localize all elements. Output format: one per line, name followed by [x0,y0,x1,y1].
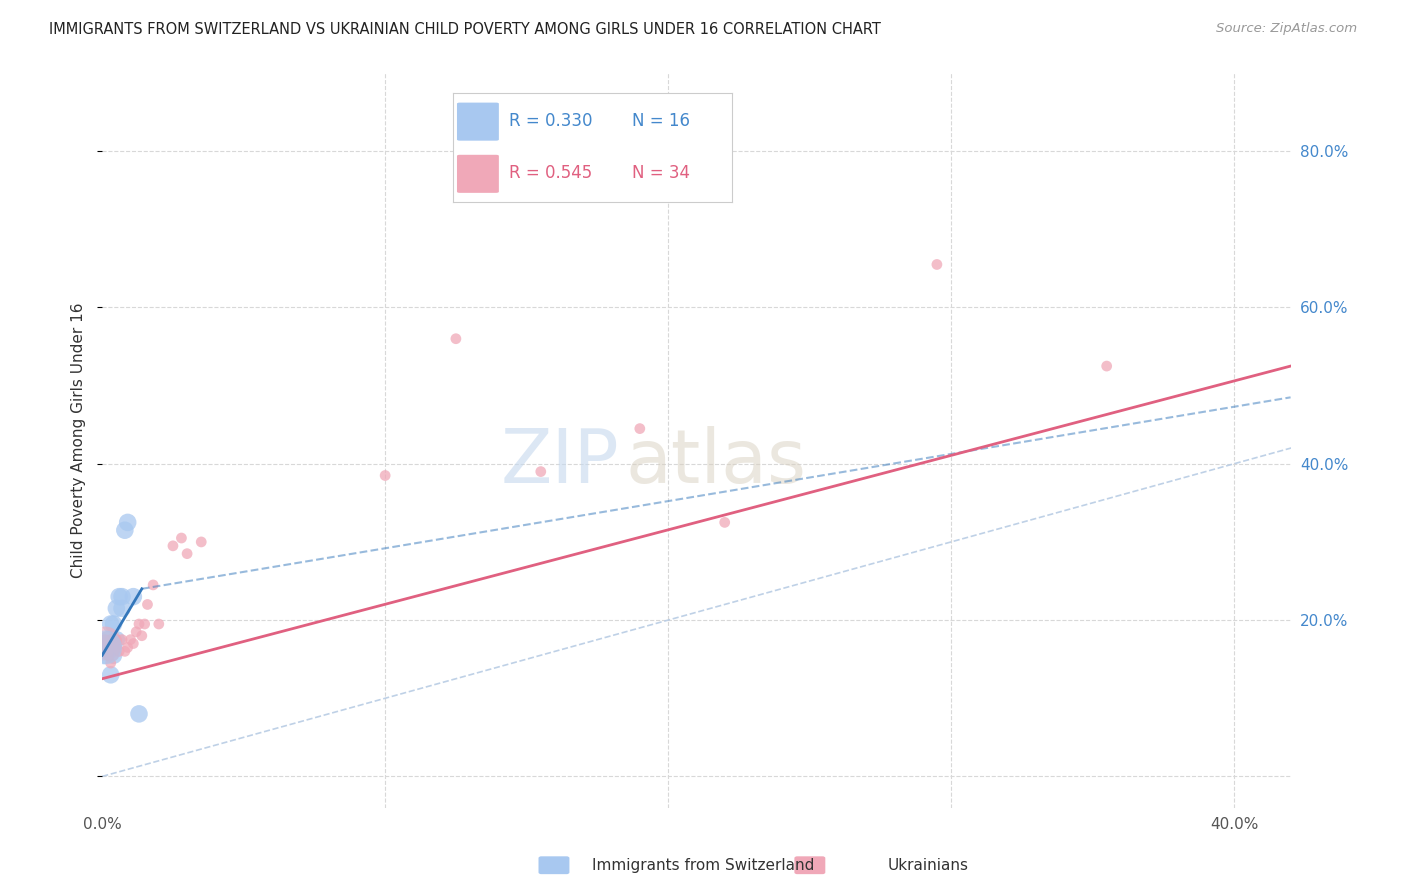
Point [103,648,125,663]
Text: Ukrainians: Ukrainians [887,858,969,872]
Point [103,617,125,632]
Point [111,590,134,604]
Point [374,468,396,483]
Point [103,640,125,655]
Point [162,539,184,553]
Point [1095,359,1118,373]
Y-axis label: Child Poverty Among Girls Under 16: Child Poverty Among Girls Under 16 [72,302,86,578]
Point [94,632,117,647]
Point [122,590,145,604]
Point [134,617,156,632]
Point [100,668,122,682]
Point [111,632,134,647]
Point [108,644,131,658]
Point [100,632,122,647]
Point [94,636,117,650]
Point [122,636,145,650]
Point [97,632,120,647]
Point [148,617,170,632]
Point [142,578,165,592]
Point [713,516,735,530]
Point [103,648,125,663]
Point [97,644,120,658]
Point [94,648,117,663]
Point [114,644,136,658]
Text: IMMIGRANTS FROM SWITZERLAND VS UKRAINIAN CHILD POVERTY AMONG GIRLS UNDER 16 CORR: IMMIGRANTS FROM SWITZERLAND VS UKRAINIAN… [49,22,882,37]
Point [176,547,198,561]
Point [131,629,153,643]
Text: atlas: atlas [626,425,806,499]
Point [136,598,159,612]
Point [94,640,117,655]
Point [120,632,142,647]
Point [128,706,150,721]
Point [111,601,134,615]
Point [170,531,193,545]
Text: Source: ZipAtlas.com: Source: ZipAtlas.com [1216,22,1357,36]
Point [105,632,128,647]
Point [190,535,212,549]
Point [100,656,122,670]
Point [100,617,122,632]
Point [97,640,120,655]
Point [114,523,136,537]
Point [444,332,467,346]
Point [128,617,150,632]
Point [125,624,148,639]
Point [94,640,117,655]
Point [108,590,131,604]
Point [117,516,139,530]
Point [105,601,128,615]
Point [925,257,948,271]
Text: Immigrants from Switzerland: Immigrants from Switzerland [592,858,814,872]
Text: ZIP: ZIP [501,425,619,499]
Point [105,640,128,655]
Point [628,421,651,435]
Point [97,648,120,663]
Point [530,465,553,479]
Point [105,632,128,647]
Point [117,640,139,655]
